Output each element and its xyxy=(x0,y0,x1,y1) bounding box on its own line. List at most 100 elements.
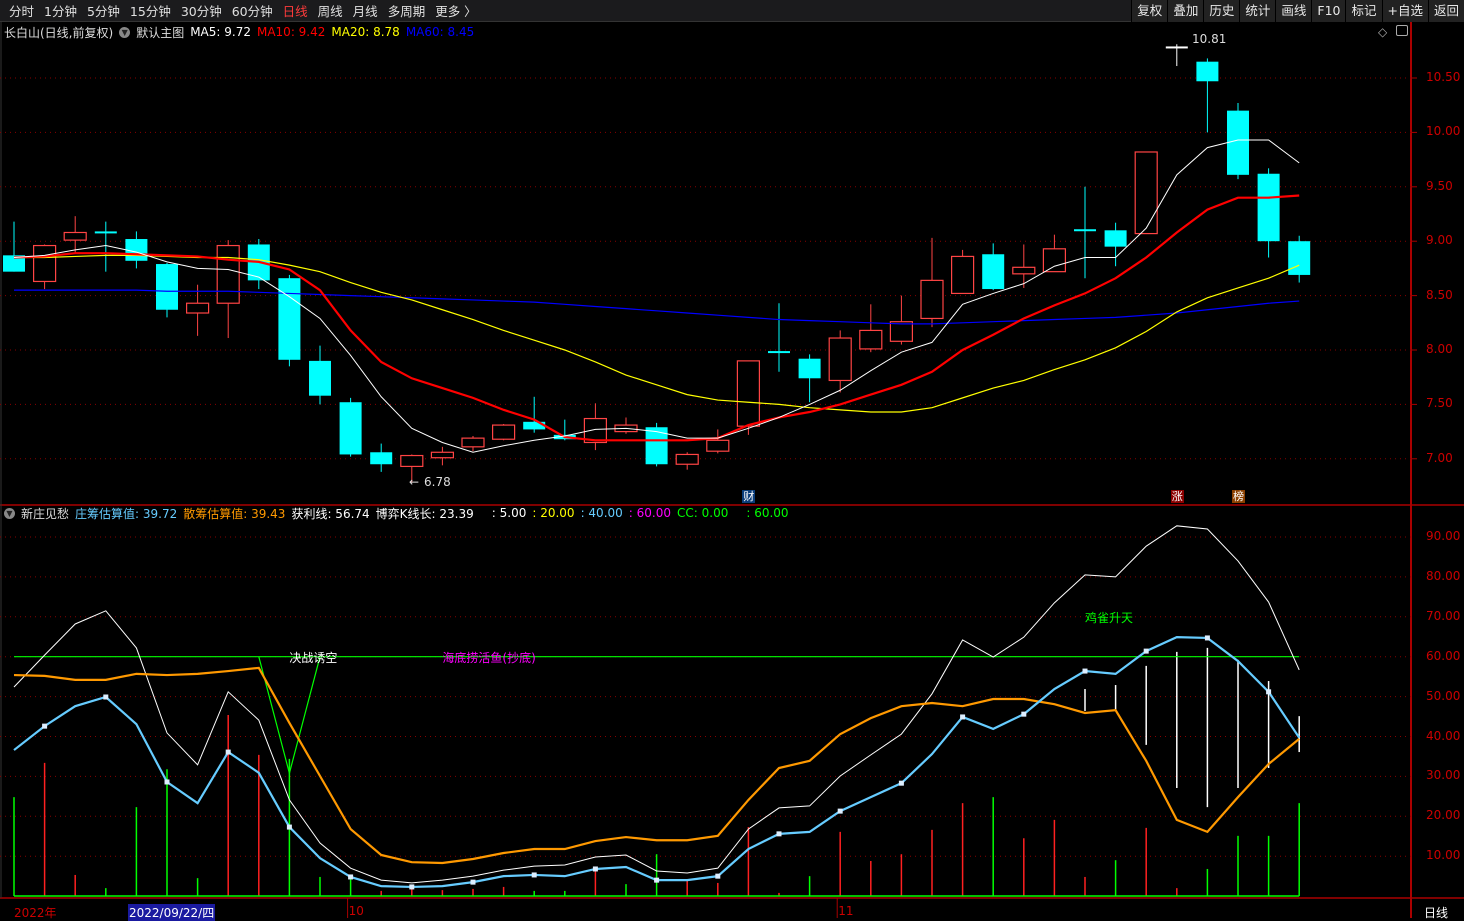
zhuang-marker xyxy=(1082,668,1088,674)
period-tab[interactable]: 日线 xyxy=(282,4,308,19)
low-price-label: 6.78 xyxy=(424,474,451,489)
candle-body-down xyxy=(125,239,148,261)
price-tick-label: 10.00 xyxy=(1426,124,1461,139)
action-button[interactable]: +自选 xyxy=(1381,0,1428,22)
action-button[interactable]: 叠加 xyxy=(1167,0,1204,22)
event-marker: 涨 xyxy=(1170,490,1184,503)
zhuang-marker xyxy=(1266,689,1272,695)
action-button[interactable]: 画线 xyxy=(1275,0,1312,22)
action-button[interactable]: 复权 xyxy=(1131,0,1168,22)
candle-body-up xyxy=(461,437,485,448)
candle-body-down xyxy=(645,427,668,465)
action-button[interactable]: 返回 xyxy=(1427,0,1464,22)
zhuang-marker xyxy=(776,831,782,837)
candle-body-up xyxy=(889,321,914,342)
candle-body-down xyxy=(309,360,331,396)
level-60b: : 60.00 xyxy=(746,506,789,520)
level-5: : 5.00 xyxy=(491,506,527,520)
candle-body-down xyxy=(798,358,821,379)
zhuang-marker xyxy=(1021,711,1027,717)
period-tab[interactable]: 15分钟 xyxy=(129,4,171,19)
diamond-icon[interactable]: ◇ xyxy=(1378,25,1388,39)
candle-body-down xyxy=(94,231,117,234)
zhuang-marker xyxy=(960,714,966,720)
zhuang-marker xyxy=(42,723,48,729)
signal-label: 决战诱空 xyxy=(289,650,338,665)
high-price-label: 10.81 xyxy=(1192,32,1227,47)
zhuang-marker xyxy=(837,808,843,814)
period-tab[interactable]: 30分钟 xyxy=(180,4,222,19)
zhuang-marker xyxy=(654,877,660,883)
candle-body-down xyxy=(1104,230,1127,247)
template-name[interactable]: 默认主图 xyxy=(136,25,185,40)
price-tick-label: 8.00 xyxy=(1426,342,1453,356)
period-tab[interactable]: 多周期 xyxy=(387,4,426,19)
price-tick-label: 7.50 xyxy=(1426,396,1453,411)
action-button[interactable]: 历史 xyxy=(1203,0,1240,22)
top-toolbar: 分时 1分钟 5分钟 15分钟 30分钟 60分钟 日线 周线 月线 多周期 更多 〉 复权 叠加 历史… xyxy=(0,0,1464,22)
candle-body-down xyxy=(278,278,301,360)
zhuang-marker xyxy=(531,872,537,878)
stock-title: 长白山(日线,前复权) xyxy=(4,25,114,40)
ma5-value: MA5: 9.72 xyxy=(190,25,251,39)
price-tick-label: 8.50 xyxy=(1426,287,1453,302)
period-tab[interactable]: 更多 〉 xyxy=(435,4,477,19)
chevron-down-icon[interactable]: ▼ xyxy=(4,507,15,519)
zhuang-marker xyxy=(592,866,598,872)
cc-value: CC: 0.00 xyxy=(677,506,729,520)
period-label: 日线 xyxy=(1424,906,1449,920)
ma10-value: MA10: 9.42 xyxy=(256,25,326,39)
panel-toggle-icon[interactable] xyxy=(1396,25,1408,36)
period-tab[interactable]: 周线 xyxy=(317,4,343,19)
action-button[interactable]: 标记 xyxy=(1345,0,1382,22)
month-label: 11 xyxy=(838,904,854,918)
indicator-tick-label: 10.00 xyxy=(1426,848,1461,863)
action-button[interactable]: 统计 xyxy=(1239,0,1276,22)
chevron-down-icon[interactable]: ▼ xyxy=(119,26,131,38)
candle-body-up xyxy=(400,454,424,468)
candle-body-up xyxy=(186,302,210,314)
zhuang-marker xyxy=(286,824,292,830)
candle-body-up xyxy=(1012,266,1036,275)
zhuang-marker xyxy=(164,779,170,785)
indicator-tick-label: 60.00 xyxy=(1426,648,1461,663)
candle-body-up xyxy=(950,255,975,295)
action-button[interactable]: F10 xyxy=(1311,0,1346,22)
indicator-title[interactable]: 新庄见愁 xyxy=(21,506,70,521)
signal-label: 鸡雀升天 xyxy=(1085,610,1134,625)
period-tab[interactable]: 1分钟 xyxy=(44,4,77,19)
action-buttons: 复权 叠加 历史 统计 画线 F10 标记 +自选 返回 xyxy=(1131,0,1464,22)
year-label: 2022年 xyxy=(14,906,57,920)
price-tick-label: 9.50 xyxy=(1426,178,1453,193)
period-tab[interactable]: 5分钟 xyxy=(86,4,120,19)
candle-body-up xyxy=(859,329,883,350)
profit-value: 获利线: 56.74 xyxy=(291,506,370,521)
kline-length-value: 博弈K线长: 23.39 xyxy=(375,506,474,521)
candle-body-up xyxy=(828,337,852,382)
ma20-line xyxy=(14,254,1300,413)
level-40: : 40.00 xyxy=(580,506,623,520)
zhuang-marker xyxy=(898,780,904,786)
main-legend: 长白山(日线,前复权) ▼ 默认主图 MA5: 9.72 MA10: 9.42 … xyxy=(4,24,474,40)
zhuang-marker xyxy=(1143,648,1149,654)
level-60: : 60.00 xyxy=(628,506,671,520)
indicator-tick-label: 20.00 xyxy=(1426,808,1461,823)
period-tab[interactable]: 月线 xyxy=(352,4,378,19)
signal-label: 海底捞活鱼(抄底) xyxy=(442,650,536,665)
indicator-tick-label: 70.00 xyxy=(1426,608,1461,623)
indicator-tick-label: 80.00 xyxy=(1426,568,1461,583)
month-label: 10 xyxy=(348,904,364,918)
candle-body-down xyxy=(370,452,393,465)
candle-body-up xyxy=(706,439,730,452)
price-tick-label: 10.50 xyxy=(1426,70,1461,84)
period-tab[interactable]: 60分钟 xyxy=(231,4,273,19)
ma10-line xyxy=(13,194,1300,442)
zhuang-marker xyxy=(103,694,109,700)
san-value: 散筹估算值: 39.43 xyxy=(183,506,286,521)
level-20: : 20.00 xyxy=(532,506,575,520)
candle-body-up xyxy=(736,360,761,427)
arrow-left-icon: ← xyxy=(409,474,420,489)
decisive-v-line xyxy=(258,656,321,776)
period-tab[interactable]: 分时 xyxy=(9,4,35,19)
